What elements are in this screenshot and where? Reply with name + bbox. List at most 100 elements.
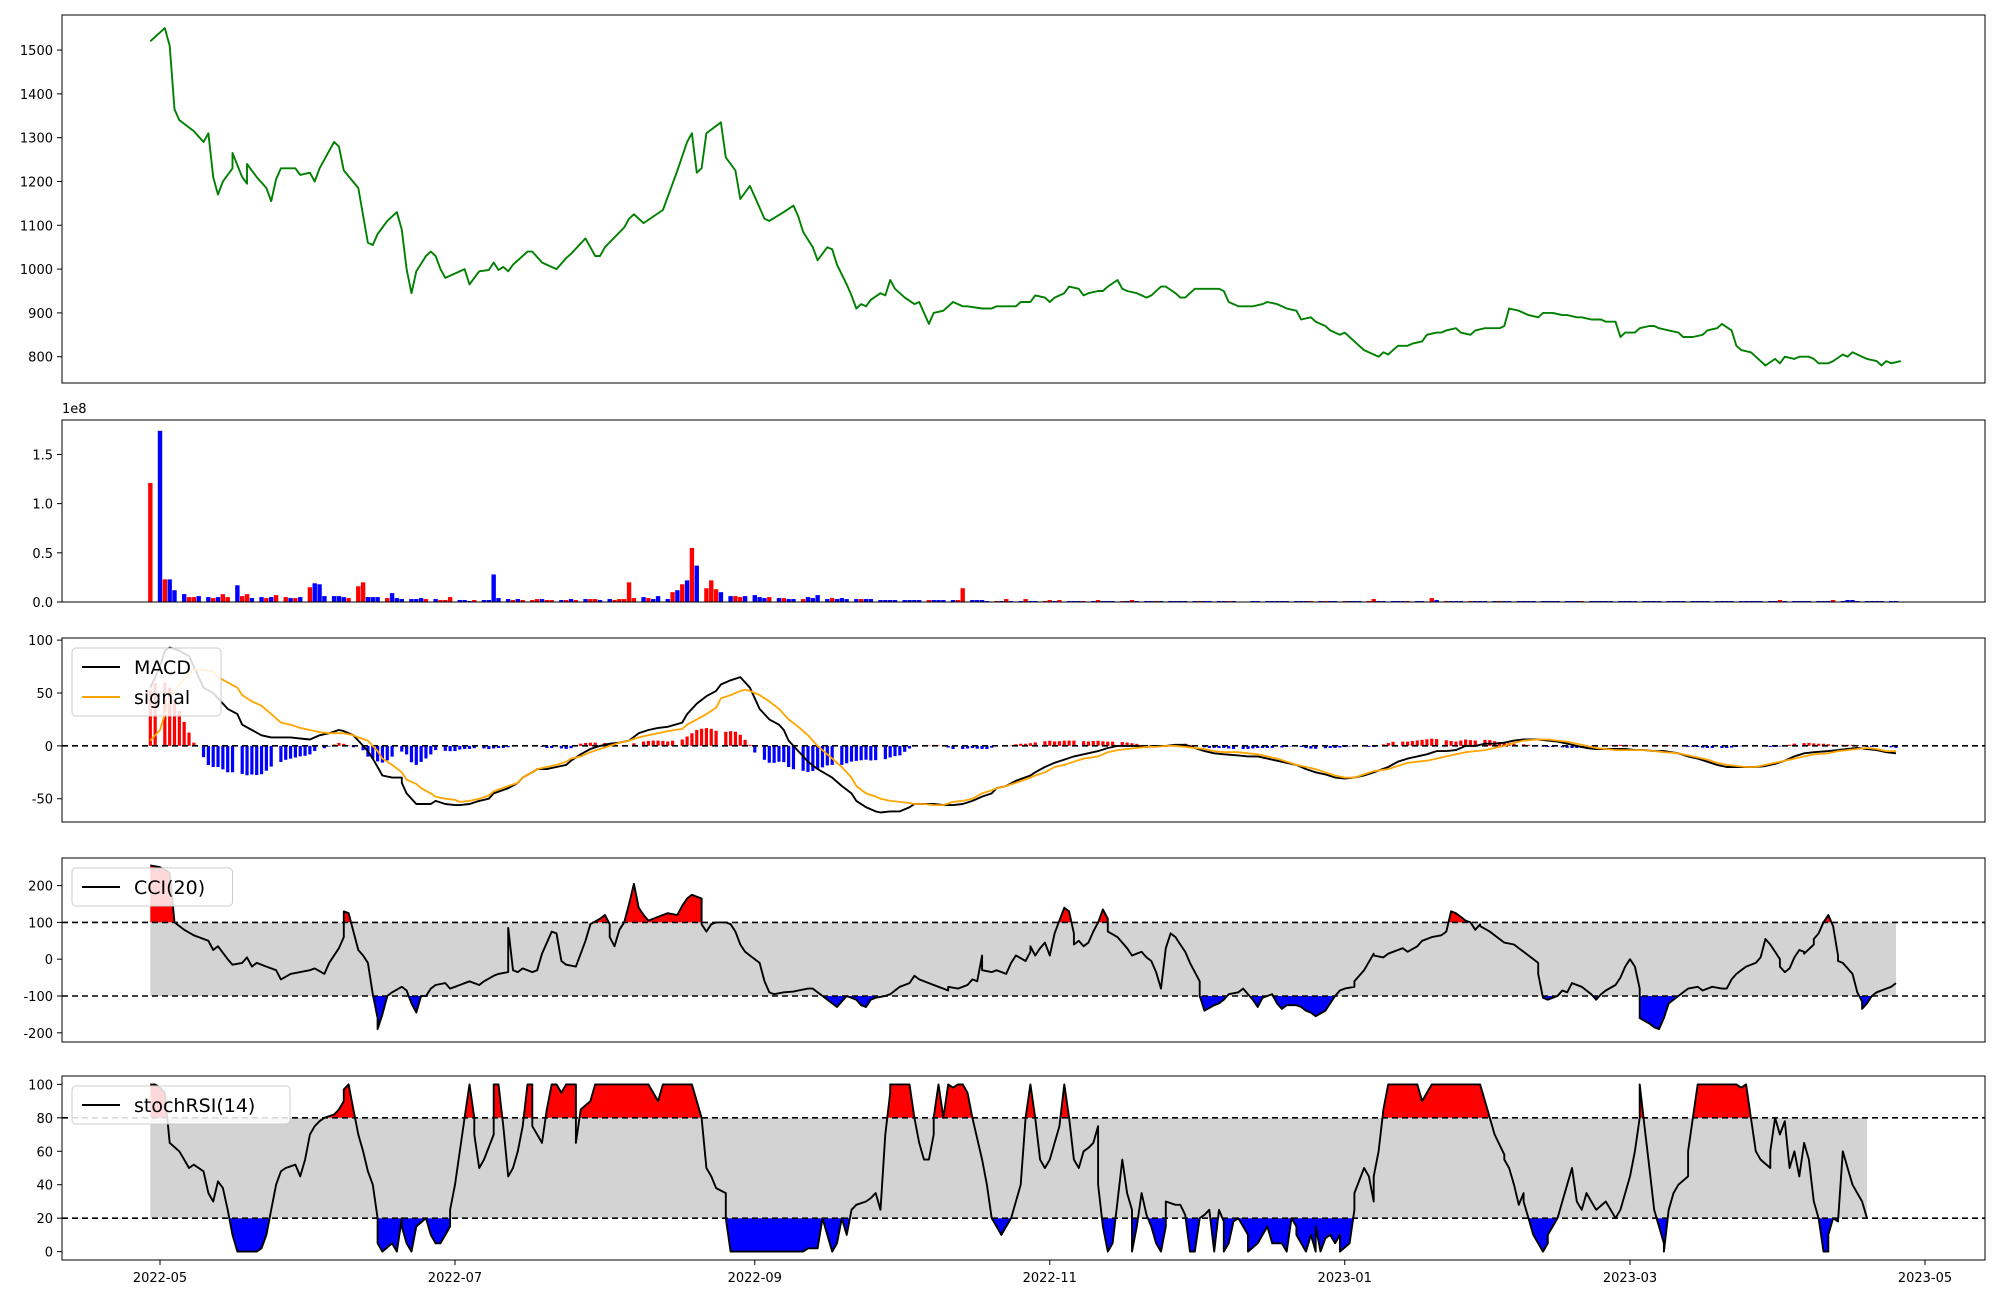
cci-y-tick-label: 100	[28, 916, 53, 931]
macd-histogram-bar	[811, 745, 815, 772]
volume-bar	[1850, 600, 1855, 602]
macd-histogram-bar	[1792, 743, 1797, 746]
stochrsi-overbought-fill	[933, 1084, 944, 1118]
macd-histogram-bar	[1052, 741, 1057, 746]
macd-histogram-bar	[1464, 739, 1468, 746]
macd-legend: MACD signal	[71, 647, 222, 717]
macd-histogram-bar	[1019, 743, 1023, 746]
macd-histogram-bar	[579, 743, 583, 746]
macd-histogram-bar	[501, 745, 505, 748]
macd-histogram-bar	[1140, 745, 1144, 746]
macd-histogram-bar	[1725, 745, 1729, 748]
volume-bar	[317, 584, 322, 602]
x-axis-tick-label: 2023-03	[1603, 1271, 1657, 1286]
macd-histogram-bar	[1667, 745, 1671, 746]
volume-bar	[955, 600, 961, 602]
macd-histogram-bar	[656, 740, 660, 746]
stochrsi-overbought-fill	[1692, 1084, 1751, 1118]
stochrsi-y-tick-label: 80	[36, 1112, 53, 1127]
macd-histogram-bar	[1048, 740, 1052, 746]
macd-histogram-bar	[322, 745, 327, 749]
macd-histogram-bar	[743, 739, 747, 746]
macd-histogram-bar	[1111, 741, 1115, 746]
volume-bar	[573, 600, 579, 602]
price-price-line	[149, 27, 1902, 367]
volume-bar	[167, 579, 172, 602]
macd-histogram-bar	[1628, 745, 1632, 746]
volume-bar	[622, 599, 627, 602]
macd-histogram-bar	[496, 745, 501, 748]
macd-histogram-bar	[1386, 743, 1390, 746]
macd-histogram-bar	[840, 745, 844, 765]
stochrsi-overbought-fill	[545, 1084, 576, 1118]
volume-bar	[539, 599, 545, 602]
macd-histogram-bar	[874, 745, 878, 761]
macd-histogram-bar	[1023, 743, 1028, 746]
macd-histogram-bar	[458, 745, 462, 750]
macd-histogram-bar	[192, 742, 196, 746]
macd-histogram-bar	[767, 745, 771, 763]
macd-histogram-bar	[293, 745, 297, 758]
macd-histogram-bar	[1391, 741, 1395, 746]
volume-bar	[738, 597, 743, 602]
macd-histogram-bar	[1057, 741, 1062, 746]
macd-histogram-bar	[409, 745, 414, 763]
stochrsi-legend-label: stochRSI(14)	[134, 1095, 255, 1117]
macd-histogram-bar	[1565, 745, 1569, 748]
macd-histogram-bar	[371, 745, 375, 759]
stochrsi-y-tick-label: 40	[36, 1179, 53, 1194]
volume-bar	[684, 580, 690, 602]
macd-histogram-bar	[685, 736, 689, 746]
macd-histogram-bar	[1778, 745, 1782, 747]
macd-legend-label: signal	[134, 687, 190, 709]
stochrsi-legend: stochRSI(14)	[71, 1085, 291, 1125]
macd-histogram-bar	[1367, 745, 1371, 747]
volume-bar	[496, 598, 501, 602]
macd-histogram-bar	[1227, 745, 1231, 749]
macd-histogram-bar	[550, 745, 554, 748]
macd-histogram-bar	[453, 745, 457, 752]
macd-histogram-bar	[269, 745, 273, 767]
volume-bar	[631, 598, 637, 602]
volume-bar	[718, 592, 724, 602]
macd-histogram-bar	[1768, 745, 1772, 747]
macd-histogram-bar	[690, 733, 694, 746]
macd-histogram-bar	[1454, 741, 1458, 746]
macd-histogram-bar	[704, 728, 709, 746]
macd-histogram-bar	[1096, 740, 1100, 746]
volume-bar	[588, 599, 593, 602]
macd-histogram-bar	[1188, 744, 1192, 746]
macd-histogram-bar	[1328, 745, 1332, 748]
volume-bar	[515, 599, 521, 602]
macd-histogram-bar	[1309, 745, 1313, 749]
macd-histogram-bar	[970, 745, 974, 749]
macd-histogram-bar	[1062, 740, 1066, 746]
macd-histogram-bar	[1028, 743, 1033, 746]
stochrsi-overbought-fill	[943, 1084, 973, 1118]
macd-histogram-bar	[250, 745, 254, 775]
volume-bar	[776, 598, 782, 602]
macd-histogram-bar	[1347, 745, 1352, 747]
macd-histogram-bar	[845, 745, 849, 764]
stochrsi-y-tick-label: 0	[45, 1246, 53, 1261]
macd-histogram-bar	[1251, 745, 1255, 749]
macd-histogram-bar	[177, 710, 181, 746]
volume-bar	[530, 600, 535, 602]
volume-bar	[854, 599, 859, 602]
price-panel: 800 900 1000 1100 1200 1300 1400 1500	[20, 14, 1986, 384]
macd-histogram-bar	[259, 745, 264, 775]
volume-bar	[979, 600, 985, 602]
cci-frame	[61, 857, 1986, 1043]
macd-histogram-bar	[1430, 738, 1434, 746]
volume-bar	[172, 590, 177, 602]
volume-bar	[360, 582, 366, 602]
cci-overbought-fill	[624, 883, 702, 923]
macd-histogram-bar	[1812, 743, 1816, 746]
macd-histogram-bar	[695, 729, 699, 746]
macd-histogram-bar	[854, 745, 858, 761]
macd-histogram-bar	[1270, 745, 1274, 748]
macd-histogram-bar	[390, 745, 394, 757]
volume-bar	[583, 599, 588, 602]
volume-bar	[936, 600, 941, 602]
macd-histogram-bar	[753, 745, 757, 753]
